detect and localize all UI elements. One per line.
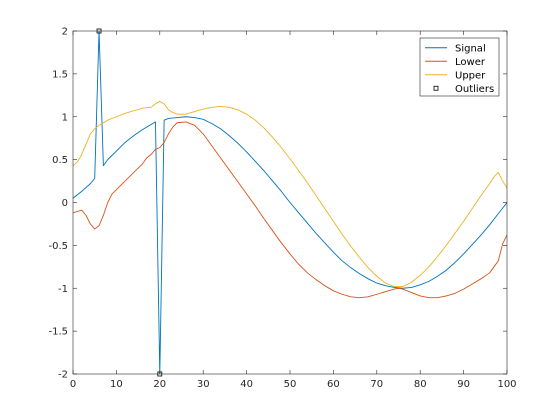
x-tick-label: 0 (70, 379, 76, 390)
x-tick-label: 40 (240, 379, 253, 390)
y-tick-label: -1 (58, 284, 68, 295)
x-tick-label: 10 (110, 379, 123, 390)
x-axis: 0 10 20 30 40 50 60 70 80 90 100 (70, 31, 517, 390)
y-tick-label: 1.5 (52, 69, 68, 80)
y-axis: -2 -1.5 -1 -0.5 0 0.5 1 1.5 2 (48, 27, 507, 381)
y-tick-label: 0.5 (52, 155, 68, 166)
x-tick-label: 20 (153, 379, 166, 390)
y-tick-label: 1 (62, 112, 68, 123)
x-tick-label: 100 (497, 379, 516, 390)
x-tick-label: 80 (414, 379, 427, 390)
lower-line (73, 121, 507, 299)
y-tick-label: -0.5 (48, 241, 68, 252)
series-layer (73, 31, 507, 374)
legend-label-signal: Signal (455, 43, 486, 54)
y-tick-label: -1.5 (48, 327, 68, 338)
legend-label-upper: Upper (455, 70, 486, 81)
x-tick-label: 30 (197, 379, 210, 390)
x-tick-label: 70 (370, 379, 383, 390)
legend-swatch (433, 85, 439, 91)
y-tick-label: 2 (62, 27, 68, 38)
y-tick-label: -2 (58, 370, 68, 381)
upper-line (73, 100, 507, 287)
legend-label-lower: Lower (455, 57, 486, 68)
legend: Signal Lower Upper Outliers (419, 37, 500, 97)
y-tick-label: 0 (62, 198, 68, 209)
legend-label-outliers: Outliers (455, 84, 494, 95)
signal-line (73, 31, 507, 374)
x-tick-label: 90 (457, 379, 470, 390)
x-tick-label: 50 (284, 379, 297, 390)
x-tick-label: 60 (327, 379, 340, 390)
